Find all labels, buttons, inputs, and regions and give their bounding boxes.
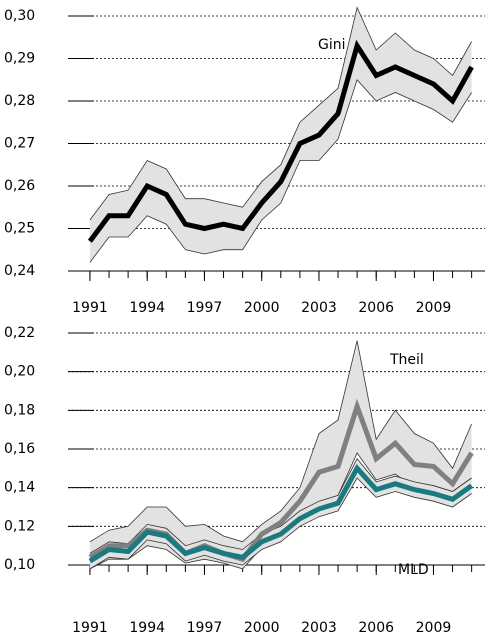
x-tick-label: 2000	[244, 300, 280, 316]
y-tick-label: 0,24	[4, 263, 35, 279]
line	[87, 39, 474, 243]
line	[88, 464, 474, 564]
y-tick-label: 0,16	[4, 441, 35, 457]
series-label: Theil	[389, 352, 424, 368]
x-tick-label: 1997	[187, 620, 223, 636]
y-tick-label: 0,12	[4, 518, 35, 534]
band-upper	[89, 6, 472, 221]
y-tick-label: 0,14	[4, 480, 35, 496]
y-tick-label: 0,20	[4, 364, 35, 380]
band-upper	[89, 457, 472, 554]
y-tick-label: 0,28	[4, 93, 35, 109]
x-tick-label: 2000	[244, 620, 280, 636]
x-tick-label: 2003	[301, 300, 337, 316]
y-tick-label: 0,10	[4, 557, 35, 573]
series-label: Gini	[318, 37, 346, 53]
series-label: MLD	[398, 562, 429, 578]
y-tick-label: 0,18	[4, 402, 35, 418]
y-tick-label: 0,27	[4, 136, 35, 152]
band-lower	[89, 79, 472, 263]
band-lower	[89, 477, 472, 570]
x-tick-label: 1994	[129, 300, 165, 316]
x-tick-label: 1994	[129, 620, 165, 636]
x-tick-label: 2003	[301, 620, 337, 636]
y-tick-label: 0,29	[4, 51, 35, 67]
x-tick-label: 2006	[358, 620, 394, 636]
x-tick-label: 1991	[72, 300, 108, 316]
band	[89, 7, 472, 263]
x-tick-label: 1997	[187, 300, 223, 316]
x-tick-label: 2006	[358, 300, 394, 316]
x-tick-label: 2009	[416, 620, 452, 636]
band-upper	[89, 340, 472, 543]
y-tick-label: 0,26	[4, 178, 35, 194]
x-tick-label: 2009	[416, 300, 452, 316]
x-tick-label: 1991	[72, 620, 108, 636]
y-tick-label: 0,25	[4, 221, 35, 237]
y-tick-label: 0,22	[4, 325, 35, 341]
y-tick-label: 0,30	[4, 8, 35, 24]
